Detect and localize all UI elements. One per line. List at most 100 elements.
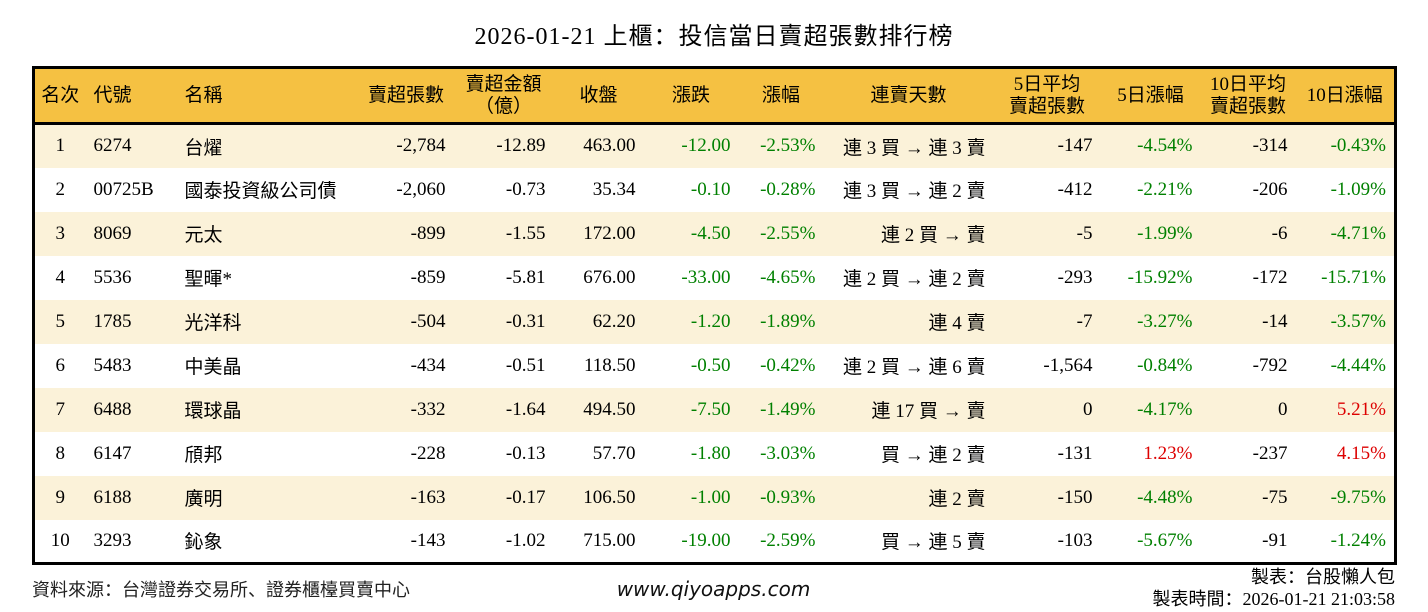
cell-change: -33.00 — [681, 266, 731, 288]
cell-change: -19.00 — [681, 529, 731, 551]
cell-code: 8069 — [93, 222, 132, 244]
header-cell-pct10: 10日漲幅 — [1295, 67, 1396, 125]
cell-change_pct: -1.89% — [760, 310, 816, 332]
cell-amount: -0.51 — [505, 354, 546, 376]
cell-avg5: -1,564 — [1043, 354, 1093, 376]
table-row: 8 6147 頎邦 -228 -0.13 57.70 -1.80 -3.03% 買 → 連 2 … — [33, 431, 1396, 476]
cell-avg5: -412 — [1057, 178, 1093, 200]
cell-change_pct: -0.93% — [760, 486, 816, 508]
table-row: 2 00725B 國泰投資級公司債 -2,060 -0.73 35.34 -0.10 -0.2… — [33, 167, 1396, 212]
cell-pct10: 5.21% — [1336, 398, 1386, 420]
cell-pct10: -3.57% — [1330, 310, 1386, 332]
cell-rank: 9 — [55, 486, 66, 508]
cell-change_pct: -2.55% — [760, 222, 816, 244]
cell-name: 廣明 — [184, 489, 223, 510]
cell-streak: 連 17 買 → 賣 — [871, 401, 986, 422]
cell-avg5: -7 — [1076, 310, 1093, 332]
cell-name: 頎邦 — [184, 445, 223, 466]
cell-streak: 連 3 買 → 連 2 賣 — [842, 181, 986, 202]
footer: 資料來源：台灣證券交易所、證券櫃檯買賣中心 www.qiyoapps.com 製… — [32, 567, 1395, 612]
cell-streak: 連 2 買 → 賣 — [880, 225, 986, 246]
cell-net_sell: -434 — [410, 354, 446, 376]
cell-streak: 買 → 連 5 賣 — [880, 532, 986, 554]
cell-rank: 8 — [55, 442, 66, 464]
table-row: 10 3293 鈊象 -143 -1.02 715.00 -19.00 -2.59% 買 → 連… — [33, 519, 1396, 564]
cell-avg10: -206 — [1252, 178, 1288, 200]
table-row: 7 6488 環球晶 -332 -1.64 494.50 -7.50 -1.49% 連 17 買… — [33, 387, 1396, 432]
cell-pct10: 4.15% — [1336, 442, 1386, 464]
cell-streak: 連 3 買 → 連 3 賣 — [842, 137, 986, 159]
cell-pct10: -15.71% — [1321, 266, 1386, 288]
cell-pct5: -4.17% — [1137, 398, 1193, 420]
cell-rank: 7 — [55, 398, 66, 420]
cell-close: 35.34 — [592, 178, 636, 200]
header-cell-amount: 賣超金額 （億） — [453, 67, 554, 125]
cell-net_sell: -143 — [410, 529, 446, 551]
cell-avg10: -172 — [1252, 266, 1288, 288]
cell-avg5: -293 — [1057, 266, 1093, 288]
cell-amount: -1.55 — [505, 222, 546, 244]
cell-net_sell: -332 — [410, 398, 446, 420]
cell-rank: 6 — [55, 354, 66, 376]
cell-change: -0.10 — [690, 178, 731, 200]
cell-net_sell: -859 — [410, 266, 446, 288]
cell-code: 6488 — [93, 398, 132, 420]
cell-streak: 連 2 賣 — [928, 489, 986, 510]
cell-amount: -1.02 — [505, 529, 546, 551]
cell-rank: 1 — [55, 135, 66, 157]
header-cell-close: 收盤 — [553, 67, 644, 125]
header-cell-net_sell: 賣超張數 — [358, 67, 454, 125]
cell-streak: 連 4 賣 — [928, 313, 986, 334]
cell-code: 5536 — [93, 266, 132, 288]
header-cell-change: 漲跌 — [643, 67, 739, 125]
cell-change: -7.50 — [690, 398, 731, 420]
table-row: 4 5536 聖暉* -859 -5.81 676.00 -33.00 -4.65% 連 2 買… — [33, 255, 1396, 300]
cell-pct10: -1.24% — [1330, 529, 1386, 551]
cell-change_pct: -4.65% — [760, 266, 816, 288]
cell-change: -12.00 — [681, 135, 731, 157]
cell-amount: -0.13 — [505, 442, 546, 464]
header-cell-avg5: 5日平均 賣超張數 — [993, 67, 1101, 125]
cell-rank: 2 — [55, 178, 66, 200]
cell-close: 172.00 — [583, 222, 636, 244]
cell-code: 00725B — [93, 178, 154, 200]
header-cell-avg10: 10日平均 賣超張數 — [1200, 67, 1296, 125]
cell-name: 鈊象 — [184, 532, 223, 554]
cell-pct5: -15.92% — [1127, 266, 1193, 288]
cell-rank: 4 — [55, 266, 66, 288]
cell-name: 光洋科 — [184, 313, 242, 334]
cell-avg5: -131 — [1057, 442, 1093, 464]
cell-pct5: -4.48% — [1137, 486, 1193, 508]
cell-name: 國泰投資級公司債 — [184, 181, 337, 202]
table-row: 1 6274 台燿 -2,784 -12.89 463.00 -12.00 -2.53% 連 3… — [33, 123, 1396, 168]
cell-change_pct: -0.42% — [760, 354, 816, 376]
cell-pct10: -0.43% — [1330, 135, 1386, 157]
cell-close: 494.50 — [583, 398, 636, 420]
cell-close: 715.00 — [583, 529, 636, 551]
table-row: 5 1785 光洋科 -504 -0.31 62.20 -1.20 -1.89% 連 4 賣 -7… — [33, 299, 1396, 344]
cell-avg10: -91 — [1262, 529, 1288, 551]
cell-avg10: -314 — [1252, 135, 1288, 157]
cell-name: 台燿 — [184, 137, 223, 159]
cell-amount: -5.81 — [505, 266, 546, 288]
cell-avg10: -75 — [1262, 486, 1288, 508]
cell-avg5: -147 — [1057, 135, 1093, 157]
table-row: 9 6188 廣明 -163 -0.17 106.50 -1.00 -0.93% 連 2 賣 -1… — [33, 475, 1396, 520]
cell-net_sell: -899 — [410, 222, 446, 244]
cell-close: 57.70 — [592, 442, 636, 464]
cell-change: -4.50 — [690, 222, 731, 244]
cell-net_sell: -504 — [410, 310, 446, 332]
cell-name: 中美晶 — [184, 357, 242, 378]
cell-avg5: 0 — [1083, 398, 1093, 420]
header-cell-code: 代號 — [85, 67, 171, 125]
footer-credits: 製表：台股懶人包 製表時間：2026-01-21 21:03:58 — [1153, 566, 1396, 610]
cell-close: 118.50 — [583, 354, 636, 376]
header-cell-rank: 名次 — [33, 67, 86, 125]
cell-streak: 連 2 買 → 連 2 賣 — [842, 269, 986, 290]
cell-amount: -12.89 — [496, 135, 546, 157]
cell-change: -0.50 — [690, 354, 731, 376]
cell-code: 1785 — [93, 310, 132, 332]
cell-pct5: 1.23% — [1143, 442, 1193, 464]
cell-pct10: -4.71% — [1330, 222, 1386, 244]
page-title: 2026-01-21 上櫃：投信當日賣超張數排行榜 — [474, 24, 954, 50]
